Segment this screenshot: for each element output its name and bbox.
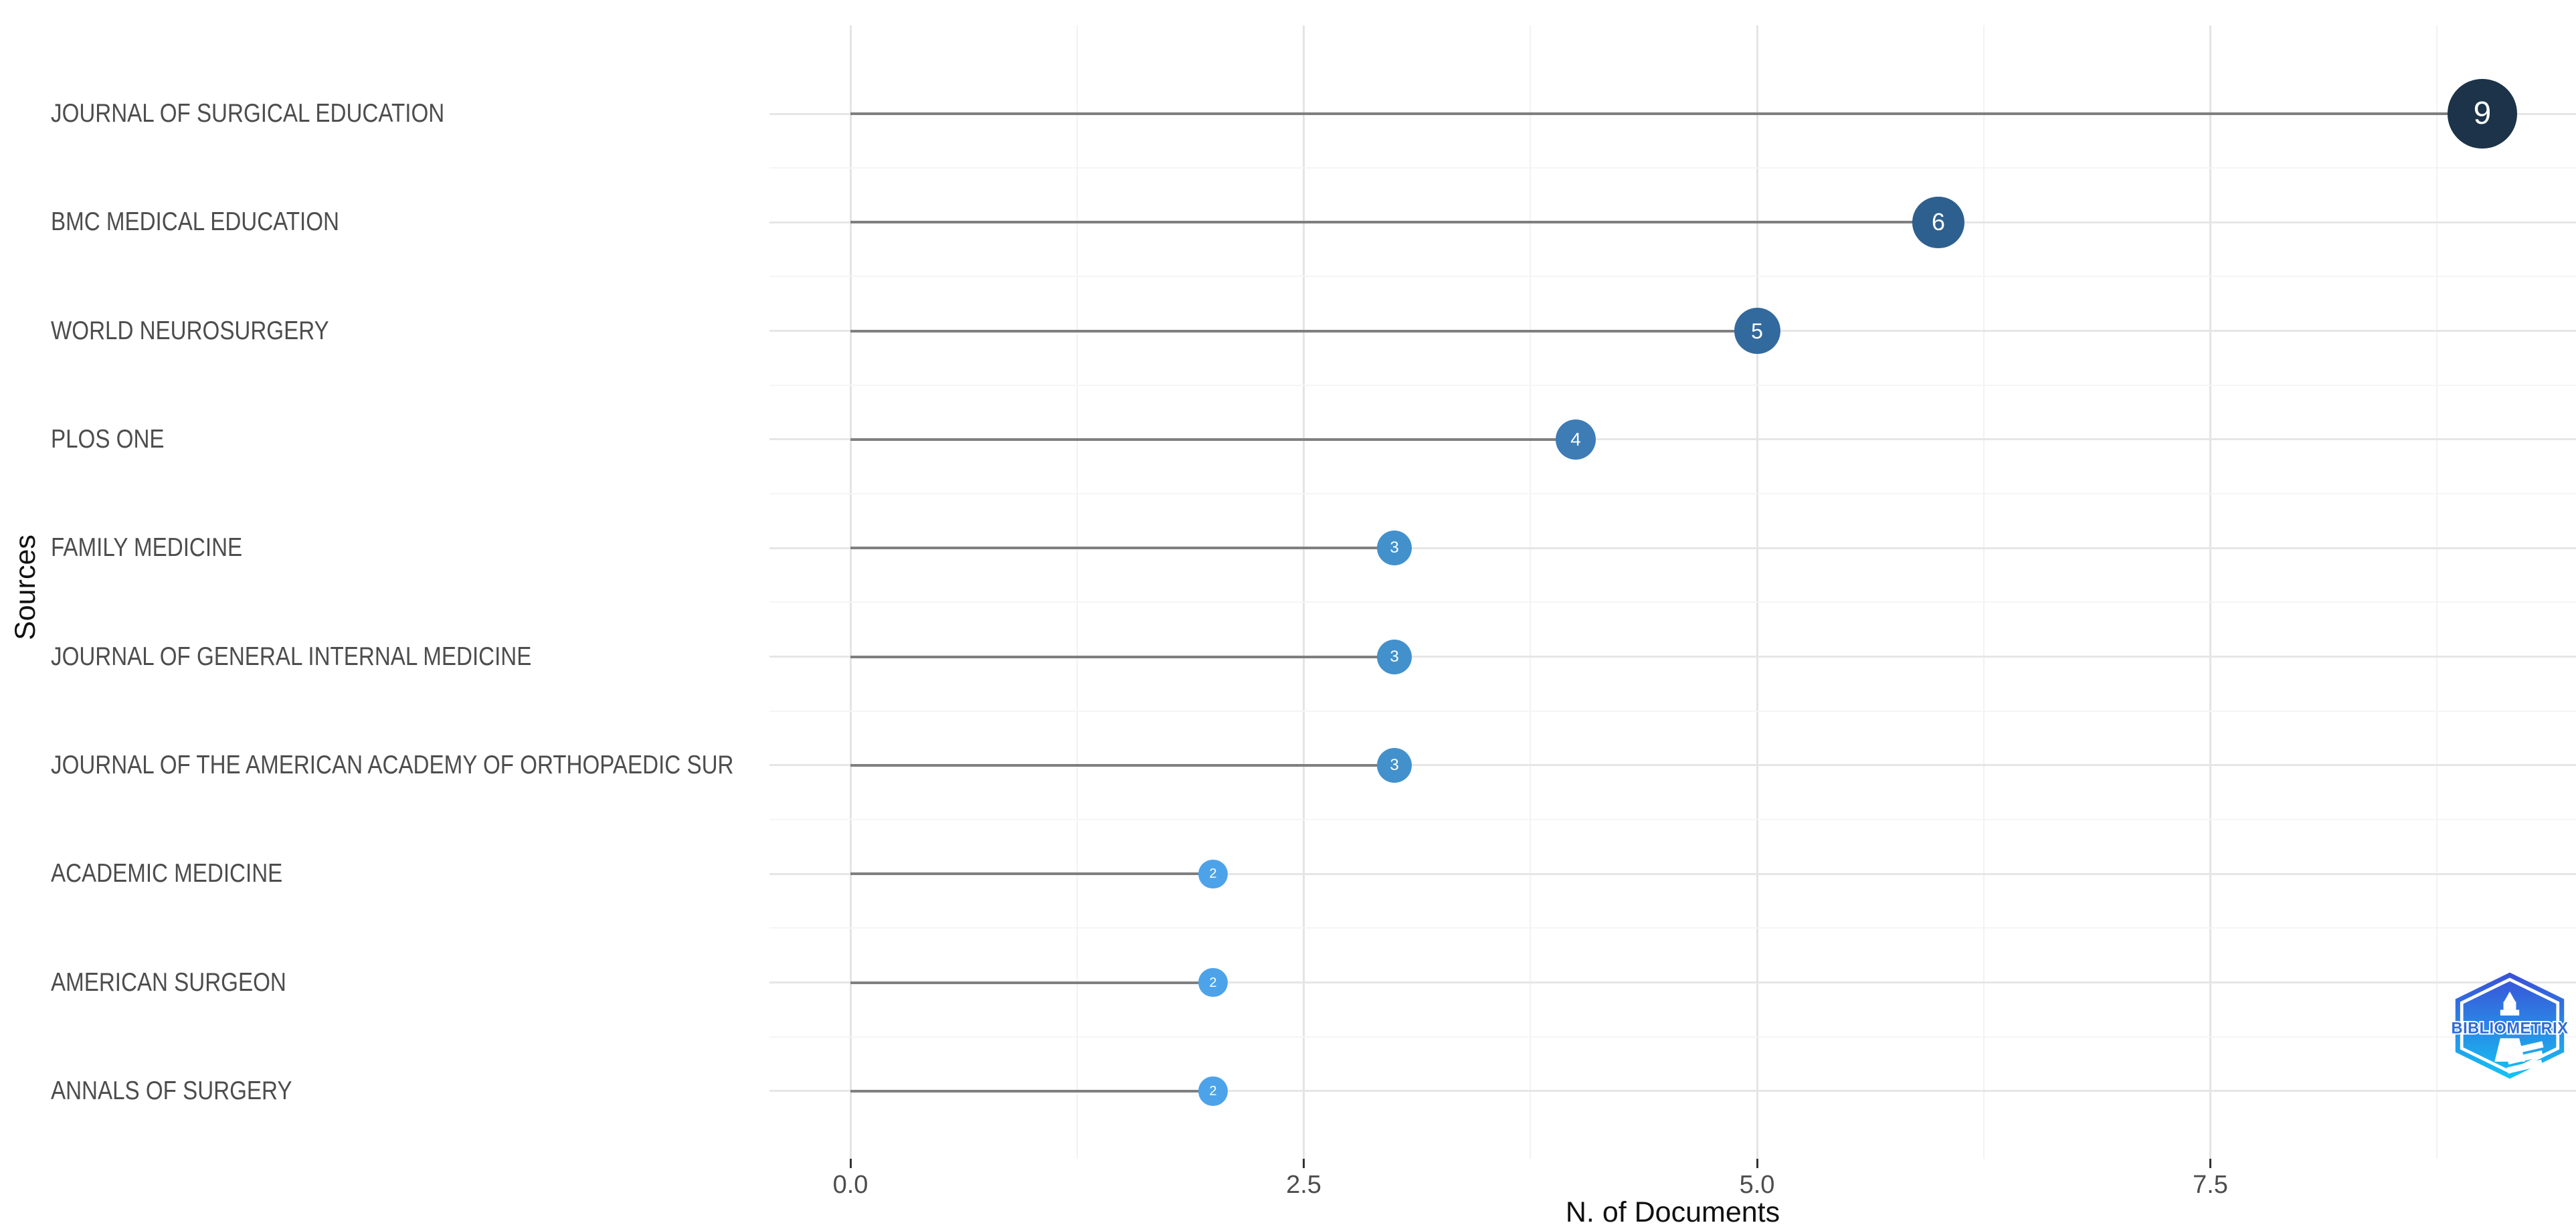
category-label: JOURNAL OF GENERAL INTERNAL MEDICINE bbox=[51, 642, 532, 671]
data-point: 3 bbox=[1377, 748, 1412, 783]
x-tick-label: 7.5 bbox=[2193, 1171, 2228, 1199]
data-point: 5 bbox=[1734, 308, 1780, 355]
data-point: 2 bbox=[1198, 1076, 1228, 1106]
lollipop-stem bbox=[850, 329, 1757, 333]
gridline-y-major bbox=[769, 764, 2576, 767]
category-label: FAMILY MEDICINE bbox=[51, 533, 243, 563]
lollipop-stem bbox=[850, 1089, 1213, 1093]
lollipop-stem bbox=[850, 763, 1394, 767]
gridline-y-minor bbox=[769, 710, 2576, 712]
category-label: PLOS ONE bbox=[51, 424, 165, 454]
logo-lighthouse-icon bbox=[2494, 991, 2544, 1074]
x-tick-mark bbox=[1756, 1159, 1758, 1168]
gridline-y-minor bbox=[769, 601, 2576, 603]
lollipop-stem bbox=[850, 981, 1213, 984]
x-tick-label: 0.0 bbox=[832, 1171, 868, 1199]
gridline-y-minor bbox=[769, 819, 2576, 821]
lollipop-stem bbox=[850, 872, 1213, 876]
gridline-y-major bbox=[769, 1090, 2576, 1093]
gridline-y-minor bbox=[769, 167, 2576, 169]
gridline-x-major bbox=[1303, 25, 1305, 1159]
category-label: ANNALS OF SURGERY bbox=[51, 1076, 292, 1105]
gridline-x-minor bbox=[1530, 25, 1532, 1159]
gridline-y-major bbox=[769, 656, 2576, 658]
lollipop-stem bbox=[850, 547, 1394, 550]
category-label: ACADEMIC MEDICINE bbox=[51, 859, 283, 888]
y-axis-title: Sources bbox=[9, 535, 41, 640]
gridline-x-minor bbox=[2436, 25, 2438, 1159]
x-tick-label: 5.0 bbox=[1739, 1171, 1775, 1199]
gridline-x-major bbox=[2209, 25, 2211, 1159]
x-tick-mark bbox=[2209, 1159, 2211, 1168]
lollipop-stem bbox=[850, 221, 1938, 224]
data-point: 3 bbox=[1377, 531, 1412, 566]
category-label: AMERICAN SURGEON bbox=[51, 967, 286, 997]
category-label: WORLD NEUROSURGERY bbox=[51, 316, 329, 345]
x-axis-title: N. of Documents bbox=[1565, 1196, 1780, 1228]
gridline-x-minor bbox=[1983, 25, 1985, 1159]
gridline-y-minor bbox=[769, 927, 2576, 929]
data-point: 2 bbox=[1198, 859, 1228, 888]
gridline-x-minor bbox=[1076, 25, 1078, 1159]
gridline-y-minor bbox=[769, 1036, 2576, 1038]
bibliometrix-logo: BIBLIOMETRIX bbox=[2450, 972, 2569, 1079]
gridline-x-major bbox=[1756, 25, 1758, 1159]
category-label: BMC MEDICAL EDUCATION bbox=[51, 207, 339, 237]
bibliometrix-logo-text: BIBLIOMETRIX bbox=[2452, 1020, 2569, 1037]
lollipop-stem bbox=[850, 438, 1576, 441]
category-label: JOURNAL OF SURGICAL EDUCATION bbox=[51, 99, 445, 128]
category-label: JOURNAL OF THE AMERICAN ACADEMY OF ORTHO… bbox=[51, 750, 734, 779]
data-point: 3 bbox=[1377, 639, 1412, 674]
x-tick-label: 2.5 bbox=[1286, 1171, 1321, 1199]
gridline-y-major bbox=[769, 981, 2576, 984]
gridline-y-major bbox=[769, 547, 2576, 549]
gridline-y-minor bbox=[769, 493, 2576, 495]
x-tick-mark bbox=[849, 1159, 852, 1168]
gridline-y-minor bbox=[769, 276, 2576, 278]
gridline-y-major bbox=[769, 438, 2576, 441]
lollipop-stem bbox=[850, 112, 2482, 115]
gridline-y-minor bbox=[769, 384, 2576, 386]
gridline-y-major bbox=[769, 872, 2576, 875]
gridline-x-major bbox=[849, 25, 852, 1159]
data-point: 4 bbox=[1555, 419, 1596, 460]
lollipop-stem bbox=[850, 655, 1394, 658]
x-tick-mark bbox=[1303, 1159, 1305, 1168]
data-point: 2 bbox=[1198, 968, 1228, 998]
data-point: 6 bbox=[1912, 196, 1964, 249]
data-point: 9 bbox=[2448, 79, 2517, 149]
